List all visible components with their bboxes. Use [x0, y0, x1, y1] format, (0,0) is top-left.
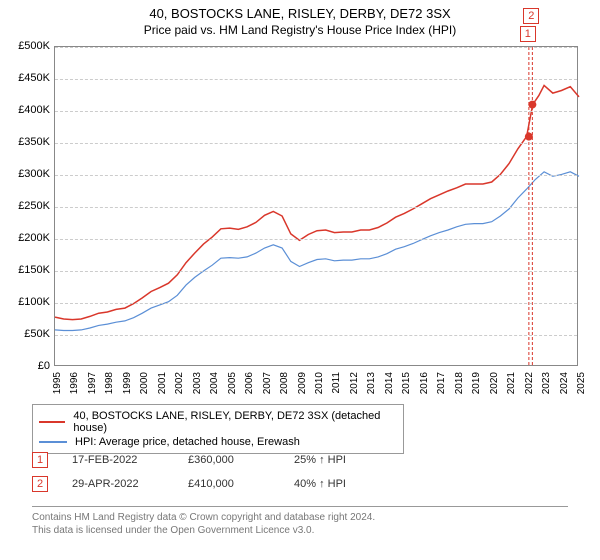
x-tick-label: 2022: [524, 372, 535, 400]
x-tick-label: 2008: [279, 372, 290, 400]
marker-point: [525, 133, 533, 141]
y-tick-label: £0: [4, 360, 50, 372]
y-tick-label: £50K: [4, 328, 50, 340]
event-price: £360,000: [188, 454, 294, 466]
y-tick-label: £300K: [4, 168, 50, 180]
event-table: 1 17-FEB-2022£360,00025% ↑ HPI 2 29-APR-202…: [32, 448, 404, 496]
footer-attribution: Contains HM Land Registry data © Crown c…: [32, 506, 568, 537]
legend-item: 40, BOSTOCKS LANE, RISLEY, DERBY, DE72 3…: [39, 409, 397, 435]
footer-line1: Contains HM Land Registry data © Crown c…: [32, 511, 568, 524]
y-tick-label: £250K: [4, 200, 50, 212]
x-tick-label: 2005: [227, 372, 238, 400]
x-tick-label: 2001: [157, 372, 168, 400]
event-price: £410,000: [188, 478, 294, 490]
y-tick-label: £500K: [4, 40, 50, 52]
event-date: 17-FEB-2022: [72, 454, 188, 466]
legend: 40, BOSTOCKS LANE, RISLEY, DERBY, DE72 3…: [32, 404, 404, 454]
y-tick-label: £200K: [4, 232, 50, 244]
event-marker-badge: 1: [32, 452, 48, 468]
legend-swatch: [39, 421, 65, 423]
x-tick-label: 2010: [314, 372, 325, 400]
y-tick-label: £450K: [4, 72, 50, 84]
event-row: 1 17-FEB-2022£360,00025% ↑ HPI: [32, 448, 404, 472]
x-tick-label: 2007: [262, 372, 273, 400]
x-tick-label: 2014: [384, 372, 395, 400]
x-tick-label: 2018: [454, 372, 465, 400]
x-tick-label: 2004: [209, 372, 220, 400]
x-tick-label: 2023: [541, 372, 552, 400]
y-tick-label: £400K: [4, 104, 50, 116]
x-tick-label: 2000: [139, 372, 150, 400]
x-tick-label: 2025: [576, 372, 587, 400]
marker-badge: 2: [523, 8, 539, 24]
legend-swatch: [39, 441, 67, 443]
event-row: 2 29-APR-2022£410,00040% ↑ HPI: [32, 472, 404, 496]
x-tick-label: 2024: [559, 372, 570, 400]
x-tick-label: 2003: [192, 372, 203, 400]
x-tick-label: 2015: [401, 372, 412, 400]
x-tick-label: 1998: [104, 372, 115, 400]
x-tick-label: 1996: [69, 372, 80, 400]
x-tick-label: 2002: [174, 372, 185, 400]
legend-item: HPI: Average price, detached house, Erew…: [39, 435, 397, 449]
x-tick-label: 2006: [244, 372, 255, 400]
legend-label: 40, BOSTOCKS LANE, RISLEY, DERBY, DE72 3…: [73, 410, 397, 434]
x-tick-label: 2011: [331, 372, 342, 400]
event-date: 29-APR-2022: [72, 478, 188, 490]
chart-container: 40, BOSTOCKS LANE, RISLEY, DERBY, DE72 3…: [0, 0, 600, 560]
x-tick-label: 2021: [506, 372, 517, 400]
series-line: [55, 172, 579, 331]
x-tick-label: 2017: [436, 372, 447, 400]
x-tick-label: 2009: [297, 372, 308, 400]
x-tick-label: 1999: [122, 372, 133, 400]
event-delta: 40% ↑ HPI: [294, 478, 404, 490]
x-tick-label: 2019: [471, 372, 482, 400]
footer-line2: This data is licensed under the Open Gov…: [32, 524, 568, 537]
marker-badge: 1: [520, 26, 536, 42]
legend-label: HPI: Average price, detached house, Erew…: [75, 436, 300, 448]
plot-area: [54, 46, 578, 366]
x-tick-label: 2013: [366, 372, 377, 400]
x-tick-label: 1997: [87, 372, 98, 400]
chart-subtitle: Price paid vs. HM Land Registry's House …: [0, 21, 600, 37]
y-tick-label: £350K: [4, 136, 50, 148]
x-tick-label: 2012: [349, 372, 360, 400]
chart-title: 40, BOSTOCKS LANE, RISLEY, DERBY, DE72 3…: [0, 0, 600, 21]
event-delta: 25% ↑ HPI: [294, 454, 404, 466]
marker-point: [528, 101, 536, 109]
chart-svg: [55, 47, 577, 365]
event-marker-badge: 2: [32, 476, 48, 492]
series-line: [55, 85, 579, 319]
y-tick-label: £150K: [4, 264, 50, 276]
y-tick-label: £100K: [4, 296, 50, 308]
x-tick-label: 2016: [419, 372, 430, 400]
x-tick-label: 2020: [489, 372, 500, 400]
x-tick-label: 1995: [52, 372, 63, 400]
